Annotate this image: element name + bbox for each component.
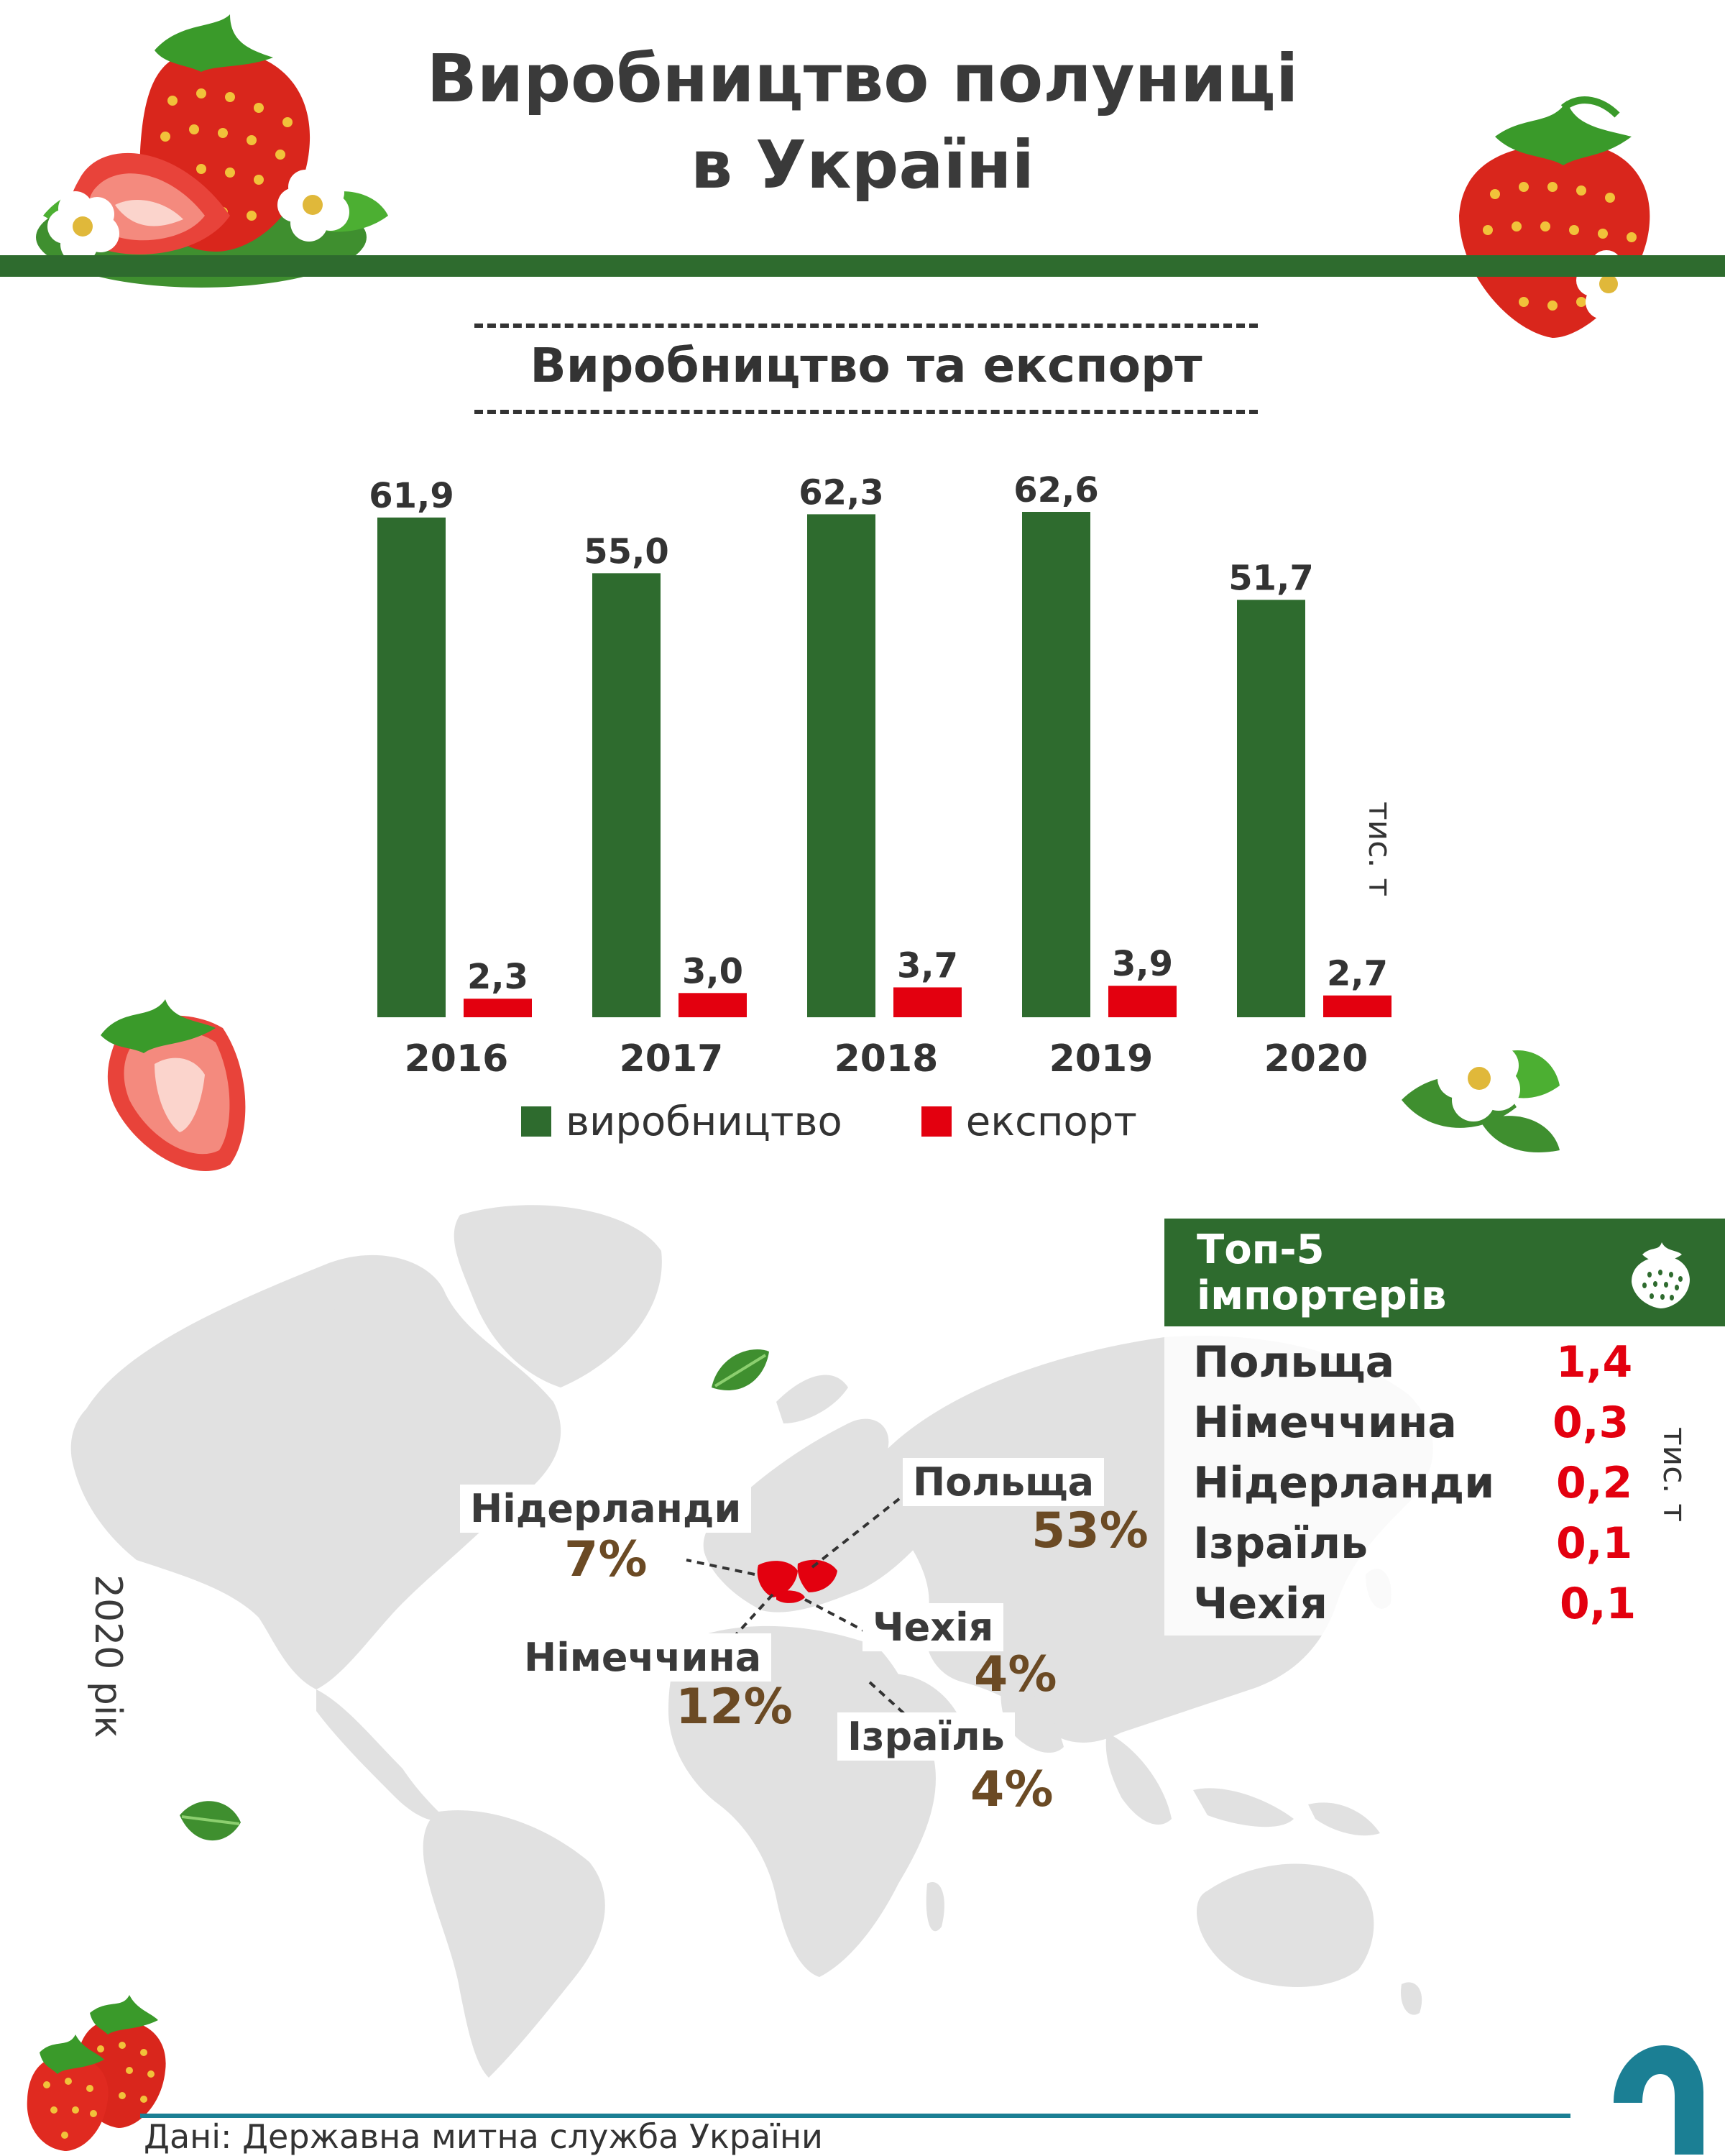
legend-item-export: експорт <box>921 1098 1137 1145</box>
top5-value: 0,1 <box>1560 1579 1637 1629</box>
header-divider <box>0 255 1725 277</box>
bar-production-2017 <box>592 573 661 1017</box>
top5-row: Польща 1,4 <box>1193 1337 1696 1395</box>
legend-label-production: виробництво <box>566 1098 842 1145</box>
leaf-illustration-map <box>712 1349 769 1390</box>
map-label-czechia: Чехія <box>862 1603 1004 1651</box>
top5-country: Нідерланди <box>1193 1458 1495 1508</box>
top5-country: Польща <box>1193 1337 1395 1387</box>
data-label-production-2019: 62,6 <box>1013 470 1098 510</box>
top5-title-line-2: імпортерів <box>1197 1272 1447 1319</box>
page-title: Виробництво полуниці в Україні <box>216 36 1509 208</box>
top5-importers-panel: Топ-5 імпортерів Польща 1,4 Німеччина 0,… <box>1164 1219 1725 1636</box>
map-percent-poland: 53% <box>1031 1503 1149 1559</box>
chart-units-label: тис. т <box>1361 802 1398 897</box>
top5-country: Чехія <box>1193 1579 1328 1629</box>
map-percent-germany: 12% <box>676 1679 793 1735</box>
section-title-top-rule <box>474 324 1258 328</box>
map-percent-netherlands: 7% <box>564 1531 648 1588</box>
data-label-production-2017: 55,0 <box>584 531 668 572</box>
map-label-israel: Ізраїль <box>837 1712 1015 1761</box>
legend-swatch-production <box>521 1106 551 1137</box>
page-title-line-2: в Україні <box>690 127 1035 203</box>
bar-export-2018 <box>893 987 962 1017</box>
top5-header: Топ-5 імпортерів <box>1164 1219 1725 1326</box>
chart-legend: виробництво експорт <box>521 1096 1137 1147</box>
data-label-production-2018: 62,3 <box>799 472 883 513</box>
data-label-export-2016: 2,3 <box>467 957 528 997</box>
strawberry-flower-illustration-right <box>1402 1038 1560 1153</box>
legend-label-export: експорт <box>965 1098 1137 1145</box>
map-percent-israel: 4% <box>970 1761 1054 1818</box>
data-label-export-2018: 3,7 <box>897 945 958 986</box>
top5-title-line-1: Топ-5 <box>1197 1226 1325 1273</box>
footer-divider <box>140 2114 1570 2118</box>
x-tick-label-2020: 2020 <box>1264 1037 1368 1081</box>
strawberries-illustration-bottom-left <box>27 1995 166 2151</box>
map-label-germany: Німеччина <box>514 1633 772 1682</box>
chart-title: Виробництво та експорт <box>530 338 1202 393</box>
legend-item-production: виробництво <box>521 1098 842 1145</box>
x-tick-label-2019: 2019 <box>1049 1037 1154 1081</box>
bar-production-2020 <box>1237 600 1305 1017</box>
leaf-illustration-left <box>180 1801 241 1841</box>
bar-export-2017 <box>678 993 747 1017</box>
bar-production-2018 <box>807 514 875 1017</box>
top5-title: Топ-5 імпортерів <box>1197 1227 1446 1319</box>
top5-value: 0,2 <box>1556 1458 1633 1508</box>
top5-row: Нідерланди 0,2 <box>1193 1458 1696 1515</box>
bar-export-2019 <box>1108 986 1177 1017</box>
data-label-export-2017: 3,0 <box>682 951 743 991</box>
top5-country: Ізраїль <box>1193 1518 1368 1569</box>
bar-production-2019 <box>1022 512 1090 1017</box>
world-map <box>70 1205 1433 2078</box>
top5-units-label: тис. т <box>1656 1427 1693 1523</box>
map-label-poland: Польща <box>903 1458 1105 1506</box>
legend-swatch-export <box>921 1106 952 1137</box>
x-tick-label-2017: 2017 <box>620 1037 724 1081</box>
top5-row: Німеччина 0,3 <box>1193 1398 1696 1455</box>
data-label-export-2019: 3,9 <box>1112 944 1173 984</box>
top5-value: 0,3 <box>1552 1398 1629 1448</box>
data-source: Дані: Державна митна служба України <box>144 2117 823 2156</box>
strawberry-half-illustration-left <box>101 999 246 1171</box>
map-percent-czechia: 4% <box>974 1646 1057 1703</box>
top5-row: Чехія 0,1 <box>1193 1579 1696 1636</box>
data-label-production-2020: 51,7 <box>1228 558 1313 598</box>
top5-country: Німеччина <box>1193 1398 1457 1448</box>
x-tick-label-2016: 2016 <box>405 1037 509 1081</box>
data-label-export-2020: 2,7 <box>1327 954 1388 994</box>
publisher-logo <box>1614 2045 1703 2155</box>
page-title-line-1: Виробництво полуниці <box>426 40 1299 117</box>
bar-export-2020 <box>1323 995 1392 1017</box>
bar-chart: 61,9 2,3 2016 55,0 3,0 2017 62,3 3,7 2018 62,6 3,9… <box>369 470 1392 1081</box>
top5-value: 0,1 <box>1556 1518 1633 1569</box>
strawberry-icon <box>1632 1242 1690 1308</box>
data-label-production-2016: 61,9 <box>369 476 454 516</box>
top5-row: Ізраїль 0,1 <box>1193 1518 1696 1576</box>
map-label-netherlands: Нідерланди <box>460 1485 752 1533</box>
bar-production-2016 <box>377 517 446 1017</box>
bar-export-2016 <box>464 999 532 1017</box>
map-year-label: 2020 рік <box>86 1574 129 1738</box>
top5-value: 1,4 <box>1556 1337 1633 1387</box>
x-tick-label-2018: 2018 <box>834 1037 939 1081</box>
section-title-bottom-rule <box>474 410 1258 414</box>
